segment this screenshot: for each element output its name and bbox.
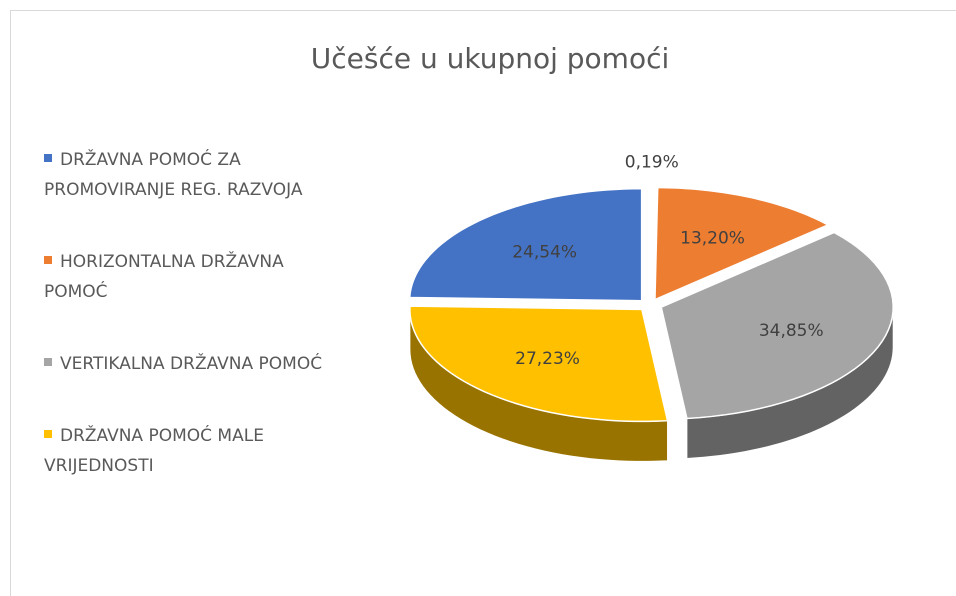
legend-swatch (44, 256, 52, 264)
slice (660, 231, 894, 420)
legend-label: HORIZONTALNA DRŽAVNA POMOĆ (44, 252, 284, 302)
data-label: 27,23% (515, 349, 580, 369)
legend-swatch (44, 358, 52, 366)
data-label: 24,54% (512, 242, 577, 262)
slice (654, 186, 830, 301)
legend-item: DRŽAVNA POMOĆ MALE VRIJEDNOSTI (44, 421, 324, 481)
slice (409, 305, 669, 423)
legend-label: DRŽAVNA POMOĆ MALE VRIJEDNOSTI (44, 426, 264, 476)
legend-label: DRŽAVNA POMOĆ ZA PROMOVIRANJE REG. RAZVO… (44, 150, 303, 200)
legend-item: DRŽAVNA POMOĆ ZA PROMOVIRANJE REG. RAZVO… (44, 145, 324, 205)
legend-item: HORIZONTALNA DRŽAVNA POMOĆ (44, 247, 324, 307)
chart-title: Učešće u ukupnoj pomoći (311, 42, 670, 75)
data-label: 0,19% (625, 152, 679, 172)
data-label: 13,20% (680, 228, 745, 248)
legend-swatch (44, 430, 52, 438)
legend-swatch (44, 154, 52, 162)
legend-item: VERTIKALNA DRŽAVNA POMOĆ (44, 349, 324, 379)
data-label: 34,85% (759, 321, 824, 341)
slice (649, 186, 654, 300)
legend-label: VERTIKALNA DRŽAVNA POMOĆ (60, 354, 323, 374)
slice (408, 187, 643, 302)
